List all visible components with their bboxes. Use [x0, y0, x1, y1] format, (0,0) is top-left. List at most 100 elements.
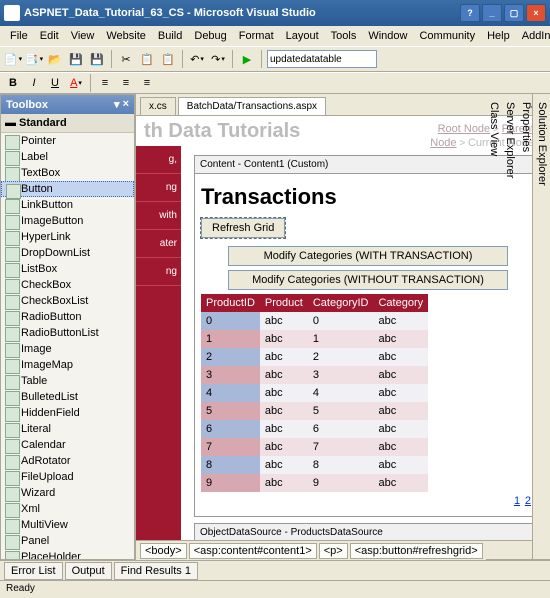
toolbox-panel: Toolbox ▾ × ▬ Standard PointerLabelTextB… [0, 94, 135, 560]
nav-item[interactable]: ng [136, 174, 181, 202]
menu-community[interactable]: Community [413, 28, 481, 44]
menu-addins[interactable]: AddIns [516, 28, 550, 44]
italic-icon[interactable]: I [25, 74, 43, 92]
menu-website[interactable]: Website [100, 28, 152, 44]
table-row[interactable]: 1abc1abc [201, 330, 428, 348]
table-row[interactable]: 7abc7abc [201, 438, 428, 456]
align-left-icon[interactable]: ≡ [96, 74, 114, 92]
toolbox-item-listbox[interactable]: ListBox [1, 261, 134, 277]
tab-aspx[interactable]: BatchData/Transactions.aspx [178, 97, 326, 115]
menu-debug[interactable]: Debug [188, 28, 232, 44]
help-button[interactable]: ? [460, 4, 480, 22]
side-tab-solution-explorer[interactable]: Solution Explorer [534, 98, 550, 560]
toolbox-item-literal[interactable]: Literal [1, 421, 134, 437]
toolbox-item-linkbutton[interactable]: LinkButton [1, 197, 134, 213]
tag[interactable]: <asp:button#refreshgrid> [350, 543, 483, 559]
modify-without-transaction-button[interactable]: Modify Categories (WITHOUT TRANSACTION) [228, 270, 508, 290]
side-tab-class-view[interactable]: Class View [486, 98, 502, 560]
nav-item[interactable]: ater [136, 230, 181, 258]
save-icon[interactable]: 💾 [67, 50, 85, 68]
toolbox-item-checkbox[interactable]: CheckBox [1, 277, 134, 293]
new-project-icon[interactable]: 📄 [4, 50, 22, 68]
table-row[interactable]: 4abc4abc [201, 384, 428, 402]
nav-item[interactable]: with [136, 202, 181, 230]
cut-icon[interactable]: ✂ [117, 50, 135, 68]
redo-icon[interactable]: ↷ [209, 50, 227, 68]
side-tab-server-explorer[interactable]: Server Explorer [502, 98, 518, 560]
open-icon[interactable]: 📂 [46, 50, 64, 68]
toolbox-item-textbox[interactable]: TextBox [1, 165, 134, 181]
toolbox-item-calendar[interactable]: Calendar [1, 437, 134, 453]
menu-view[interactable]: View [65, 28, 101, 44]
side-tab-properties[interactable]: Properties [518, 98, 534, 560]
menu-file[interactable]: File [4, 28, 34, 44]
tab-cs[interactable]: x.cs [140, 97, 176, 115]
paste-icon[interactable]: 📋 [159, 50, 177, 68]
font-color-icon[interactable]: A [67, 74, 85, 92]
underline-icon[interactable]: U [46, 74, 64, 92]
refresh-grid-button[interactable]: Refresh Grid [201, 218, 285, 238]
align-center-icon[interactable]: ≡ [117, 74, 135, 92]
toolbox-item-radiobuttonlist[interactable]: RadioButtonList [1, 325, 134, 341]
table-row[interactable]: 5abc5abc [201, 402, 428, 420]
toolbox-item-imagemap[interactable]: ImageMap [1, 357, 134, 373]
close-button[interactable]: × [526, 4, 546, 22]
maximize-button[interactable]: ▢ [504, 4, 524, 22]
menu-layout[interactable]: Layout [280, 28, 325, 44]
menu-window[interactable]: Window [362, 28, 413, 44]
bold-icon[interactable]: B [4, 74, 22, 92]
table-row[interactable]: 8abc8abc [201, 456, 428, 474]
toolbox-item-pointer[interactable]: Pointer [1, 133, 134, 149]
tag[interactable]: <body> [140, 543, 187, 559]
toolbox-item-hyperlink[interactable]: HyperLink [1, 229, 134, 245]
table-row[interactable]: 0abc0abc [201, 312, 428, 330]
minimize-button[interactable]: _ [482, 4, 502, 22]
nav-item[interactable]: g, [136, 146, 181, 174]
table-row[interactable]: 2abc2abc [201, 348, 428, 366]
toolbox-item-table[interactable]: Table [1, 373, 134, 389]
menu-edit[interactable]: Edit [34, 28, 65, 44]
toolbox-item-imagebutton[interactable]: ImageButton [1, 213, 134, 229]
toolbox-item-wizard[interactable]: Wizard [1, 485, 134, 501]
toolbox-item-panel[interactable]: Panel [1, 533, 134, 549]
menu-build[interactable]: Build [152, 28, 188, 44]
add-item-icon[interactable]: 📑 [25, 50, 43, 68]
toolbox-item-placeholder[interactable]: PlaceHolder [1, 549, 134, 559]
table-row[interactable]: 9abc9abc [201, 474, 428, 492]
menu-tools[interactable]: Tools [325, 28, 363, 44]
menu-help[interactable]: Help [481, 28, 516, 44]
toolbox-item-button[interactable]: Button [1, 181, 134, 197]
toolbox-item-fileupload[interactable]: FileUpload [1, 469, 134, 485]
table-row[interactable]: 3abc3abc [201, 366, 428, 384]
toolbox-close-icon[interactable]: × [123, 98, 129, 111]
tag[interactable]: <p> [319, 543, 348, 559]
run-icon[interactable]: ▶ [238, 50, 256, 68]
tag[interactable]: <asp:content#content1> [189, 543, 317, 559]
toolbox-item-multiview[interactable]: MultiView [1, 517, 134, 533]
toolbox-item-adrotator[interactable]: AdRotator [1, 453, 134, 469]
menubar: FileEditViewWebsiteBuildDebugFormatLayou… [0, 26, 550, 46]
toolbox-item-image[interactable]: Image [1, 341, 134, 357]
toolbox-item-checkboxlist[interactable]: CheckBoxList [1, 293, 134, 309]
nav-item[interactable]: ng [136, 258, 181, 286]
table-row[interactable]: 6abc6abc [201, 420, 428, 438]
breadcrumb-root[interactable]: Root Node [438, 123, 491, 135]
save-all-icon[interactable]: 💾 [88, 50, 106, 68]
toolbox-item-bulletedlist[interactable]: BulletedList [1, 389, 134, 405]
bottom-tab-error-list[interactable]: Error List [4, 562, 63, 580]
toolbox-item-radiobutton[interactable]: RadioButton [1, 309, 134, 325]
toolbox-item-hiddenfield[interactable]: HiddenField [1, 405, 134, 421]
toolbox-item-xml[interactable]: Xml [1, 501, 134, 517]
modify-with-transaction-button[interactable]: Modify Categories (WITH TRANSACTION) [228, 246, 508, 266]
bottom-tab-output[interactable]: Output [65, 562, 112, 580]
copy-icon[interactable]: 📋 [138, 50, 156, 68]
align-right-icon[interactable]: ≡ [138, 74, 156, 92]
toolbox-category[interactable]: ▬ Standard [1, 114, 134, 133]
toolbox-item-dropdownlist[interactable]: DropDownList [1, 245, 134, 261]
toolbox-dropdown-icon[interactable]: ▾ [114, 98, 120, 111]
find-input[interactable] [267, 50, 377, 68]
undo-icon[interactable]: ↶ [188, 50, 206, 68]
menu-format[interactable]: Format [233, 28, 280, 44]
toolbox-item-label[interactable]: Label [1, 149, 134, 165]
bottom-tab-find-results-1[interactable]: Find Results 1 [114, 562, 198, 580]
